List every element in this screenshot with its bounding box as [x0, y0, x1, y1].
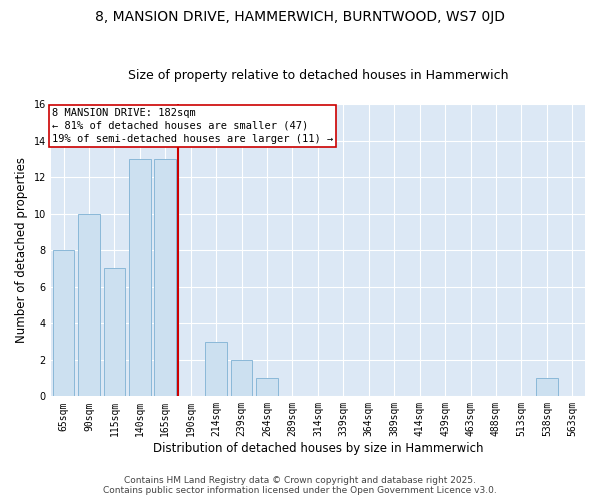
Bar: [536, 378, 557, 396]
Bar: [231, 360, 253, 397]
Bar: [53, 250, 74, 396]
Bar: [129, 159, 151, 396]
Text: 8, MANSION DRIVE, HAMMERWICH, BURNTWOOD, WS7 0JD: 8, MANSION DRIVE, HAMMERWICH, BURNTWOOD,…: [95, 10, 505, 24]
Bar: [256, 378, 278, 396]
X-axis label: Distribution of detached houses by size in Hammerwich: Distribution of detached houses by size …: [152, 442, 483, 455]
Bar: [78, 214, 100, 396]
Bar: [104, 268, 125, 396]
Text: Contains HM Land Registry data © Crown copyright and database right 2025.
Contai: Contains HM Land Registry data © Crown c…: [103, 476, 497, 495]
Text: 8 MANSION DRIVE: 182sqm
← 81% of detached houses are smaller (47)
19% of semi-de: 8 MANSION DRIVE: 182sqm ← 81% of detache…: [52, 108, 334, 144]
Title: Size of property relative to detached houses in Hammerwich: Size of property relative to detached ho…: [128, 69, 508, 82]
Bar: [154, 159, 176, 396]
Bar: [205, 342, 227, 396]
Y-axis label: Number of detached properties: Number of detached properties: [15, 157, 28, 343]
